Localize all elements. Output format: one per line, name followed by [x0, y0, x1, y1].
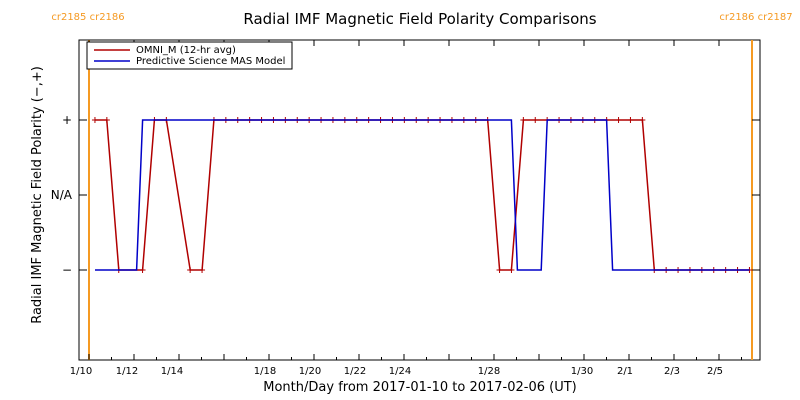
series-omni-point [187, 267, 194, 273]
series-omni-point [615, 117, 622, 123]
series-omni-point [199, 267, 206, 273]
x-tick-label: 1/12 [116, 366, 138, 377]
legend-label-omni: OMNI_M (12-hr avg) [136, 45, 236, 56]
legend: OMNI_M (12-hr avg) Predictive Science MA… [86, 41, 293, 70]
y-tick-label: − [62, 263, 72, 277]
y-tick-label: + [62, 113, 72, 127]
legend-box [86, 41, 293, 70]
x-tick-label: 1/18 [254, 366, 276, 377]
series-omni-point [103, 117, 110, 123]
series-mas-line [95, 119, 750, 271]
x-tick-label: 2/1 [617, 366, 633, 377]
carrington-label: cr2185 cr2186 [51, 12, 124, 23]
series-omni-point [508, 267, 515, 273]
series-omni-point [91, 117, 98, 123]
x-tick-label: 1/22 [344, 366, 366, 377]
legend-label-mas: Predictive Science MAS Model [136, 56, 285, 67]
series-omni-point [639, 117, 646, 123]
series-omni-point [139, 267, 146, 273]
series-omni-point [496, 267, 503, 273]
x-tick-label: 1/10 [70, 366, 92, 377]
series-omni-point [627, 117, 634, 123]
chart-title: Radial IMF Magnetic Field Polarity Compa… [243, 10, 596, 28]
y-axis-label: Radial IMF Magnetic Field Polarity (−,+) [30, 66, 45, 324]
series-omni-point [520, 117, 527, 123]
plot-area [78, 39, 761, 361]
series-lines [91, 117, 753, 273]
series-omni-line [95, 119, 750, 271]
carrington-label: cr2186 cr2187 [719, 12, 792, 23]
x-tick-label: 2/5 [707, 366, 723, 377]
y-axis-ticks: + N/A − [51, 113, 760, 277]
x-tick-label: 1/20 [299, 366, 321, 377]
y-tick-label: N/A [51, 188, 73, 202]
x-axis-ticks: 1/10 1/12 1/14 1/18 1/20 1/22 1/24 1/28 1/30 2/1 2… [70, 40, 742, 377]
x-tick-label: 1/24 [389, 366, 411, 377]
carrington-markers: cr2185 cr2186 cr2186 cr2187 [51, 12, 793, 360]
x-axis-label: Month/Day from 2017-01-10 to 2017-02-06 … [263, 380, 576, 395]
x-tick-label: 2/3 [664, 366, 680, 377]
x-tick-label: 1/30 [571, 366, 593, 377]
series-omni-point [532, 117, 539, 123]
x-tick-label: 1/14 [161, 366, 183, 377]
x-tick-label: 1/28 [478, 366, 500, 377]
